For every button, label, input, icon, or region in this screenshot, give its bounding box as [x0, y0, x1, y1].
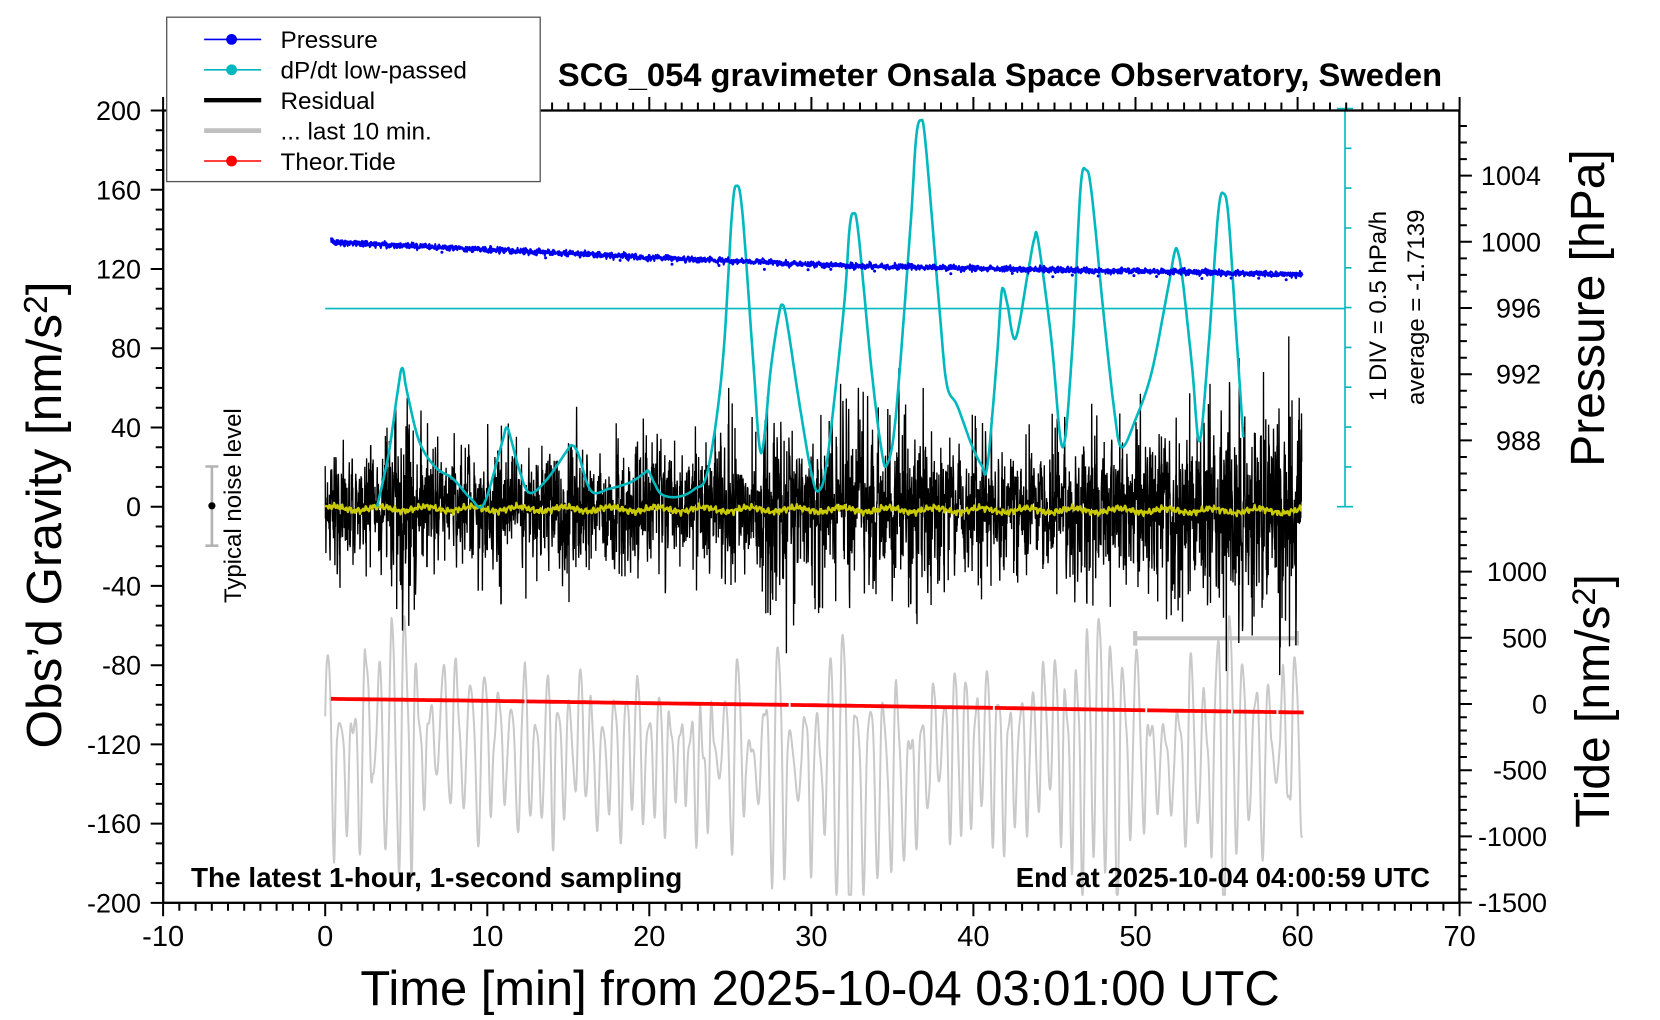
svg-text:1000: 1000 [1481, 227, 1541, 257]
svg-text:500: 500 [1502, 623, 1547, 653]
svg-text:Residual: Residual [281, 88, 376, 115]
svg-text:-80: -80 [102, 651, 141, 681]
svg-text:70: 70 [1443, 921, 1475, 953]
svg-text:-160: -160 [87, 809, 141, 839]
svg-text:-40: -40 [102, 571, 141, 601]
svg-text:Theor.Tide: Theor.Tide [281, 149, 396, 176]
svg-text:10: 10 [471, 921, 503, 953]
svg-text:50: 50 [1119, 921, 1151, 953]
svg-text:200: 200 [96, 96, 141, 126]
svg-text:-1000: -1000 [1478, 822, 1547, 852]
svg-text:Pressure: Pressure [281, 27, 378, 54]
svg-text:160: 160 [96, 175, 141, 205]
svg-text:40: 40 [111, 413, 141, 443]
svg-text:0: 0 [1532, 690, 1547, 720]
svg-text:0: 0 [126, 492, 141, 522]
svg-text:-1500: -1500 [1478, 888, 1547, 918]
svg-text:-120: -120 [87, 730, 141, 760]
svg-text:Typical noise level: Typical noise level [220, 408, 247, 603]
svg-text:Tide [nm/s2]: Tide [nm/s2] [1565, 574, 1620, 828]
svg-text:-200: -200 [87, 888, 141, 918]
svg-text:60: 60 [1281, 921, 1313, 953]
svg-text:1004: 1004 [1481, 161, 1541, 191]
svg-text:End at 2025-10-04 04:00:59 UTC: End at 2025-10-04 04:00:59 UTC [1016, 862, 1430, 893]
svg-text:-10: -10 [142, 921, 184, 953]
svg-text:80: 80 [111, 334, 141, 364]
svg-text:dP/dt low-passed: dP/dt low-passed [281, 58, 467, 85]
svg-text:30: 30 [795, 921, 827, 953]
svg-text:20: 20 [633, 921, 665, 953]
svg-text:Obs’d Gravity [nm/s2]: Obs’d Gravity [nm/s2] [17, 281, 72, 748]
svg-text:0: 0 [317, 921, 333, 953]
svg-text:average = -1.7139: average = -1.7139 [1403, 210, 1430, 405]
svg-text:-500: -500 [1493, 756, 1547, 786]
svg-text:120: 120 [96, 255, 141, 285]
svg-text:988: 988 [1496, 426, 1541, 456]
svg-text:996: 996 [1496, 294, 1541, 324]
svg-text:Pressure [hPa]: Pressure [hPa] [1562, 149, 1615, 466]
svg-text:1 DIV = 0.5 hPa/h: 1 DIV = 0.5 hPa/h [1365, 211, 1392, 401]
svg-text:40: 40 [957, 921, 989, 953]
svg-text:1000: 1000 [1487, 557, 1547, 587]
svg-text:The latest 1-hour, 1-second sa: The latest 1-hour, 1-second sampling [191, 862, 682, 893]
svg-text:992: 992 [1496, 360, 1541, 390]
svg-text:... last 10 min.: ... last 10 min. [281, 118, 432, 145]
svg-text:Time [min] from 2025-10-04 03:: Time [min] from 2025-10-04 03:01:00 UTC [360, 962, 1279, 1016]
svg-text:SCG_054 gravimeter Onsala Spac: SCG_054 gravimeter Onsala Space Observat… [558, 56, 1442, 93]
